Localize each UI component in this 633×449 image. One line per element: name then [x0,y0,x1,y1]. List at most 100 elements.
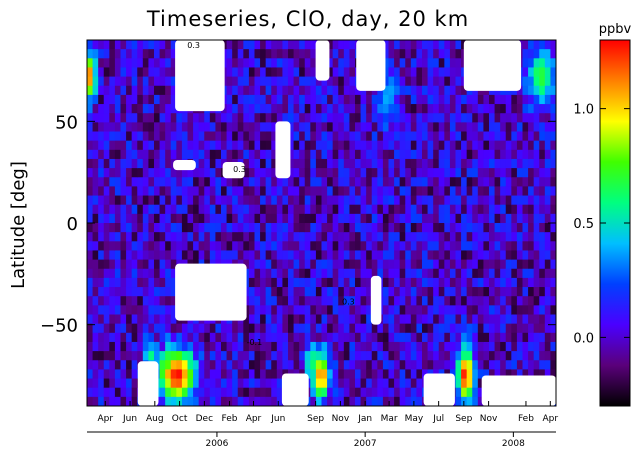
field-cell [187,113,194,123]
field-cell [260,131,267,142]
field-cell [209,351,217,361]
field-cell [544,204,552,215]
field-cell [265,241,272,252]
field-cell [103,49,110,59]
field-cell [349,213,356,224]
field-cell [215,113,222,123]
field-cell [483,213,490,224]
field-cell [304,195,311,206]
field-cell [120,204,127,215]
field-cell [449,76,457,87]
field-cell [332,58,339,69]
field-cell [483,94,490,105]
field-cell [271,341,278,352]
field-cell [544,369,552,380]
field-cell [98,314,105,325]
field-cell [327,223,334,233]
field-cell [260,250,267,261]
field-cell [505,268,512,279]
field-cell [131,204,138,215]
field-cell [327,259,334,270]
field-cell [187,122,194,133]
field-cell [159,213,166,224]
field-cell [416,104,423,114]
field-cell [248,223,256,233]
field-cell [271,149,278,160]
field-cell [271,186,278,197]
field-cell [126,122,133,133]
field-cell [321,195,328,206]
field-cell [410,158,418,169]
field-cell [315,351,323,361]
field-cell [433,332,440,343]
field-cell [455,259,462,270]
field-cell [410,140,418,151]
field-cell [271,268,278,279]
field-cell [410,104,418,114]
field-cell [427,351,434,361]
field-cell [516,168,524,178]
field-cell [449,305,457,316]
field-cell [494,305,501,316]
field-cell [477,232,485,242]
field-cell [416,223,423,233]
field-cell [215,122,222,133]
field-cell [321,259,328,270]
field-cell [265,122,272,133]
field-cell [170,268,177,279]
field-cell [539,149,546,160]
field-cell [338,94,345,105]
field-cell [165,149,172,160]
field-cell [299,140,306,151]
field-cell [327,49,334,59]
field-cell [461,296,468,306]
field-cell [327,177,334,187]
field-cell [254,296,261,306]
field-cell [176,213,183,224]
field-cell [544,287,552,297]
field-cell [87,341,94,352]
field-cell [399,277,406,288]
field-cell [282,287,289,297]
field-cell [159,204,166,215]
field-cell [131,122,138,133]
field-cell [321,277,328,288]
field-cell [232,58,239,69]
field-cell [114,158,122,169]
field-cell [98,195,105,206]
field-cell [260,387,267,398]
field-cell [109,332,116,343]
field-cell [449,296,457,306]
field-cell [103,241,110,252]
field-cell [310,287,317,297]
field-cell [355,241,362,252]
field-cell [209,223,217,233]
field-cell [355,140,362,151]
field-cell [343,387,351,398]
field-cell [109,323,116,334]
field-cell [265,140,272,151]
field-cell [332,213,339,224]
field-cell [360,341,367,352]
field-cell [120,259,127,270]
x-tick-label: Jun [122,414,137,424]
field-cell [377,378,384,389]
field-cell [165,314,172,325]
field-cell [422,287,429,297]
field-cell [120,158,127,169]
field-cell [466,323,473,334]
field-cell [232,387,239,398]
field-cell [422,232,429,242]
field-cell [539,351,546,361]
field-cell [170,113,177,123]
field-cell [550,195,556,206]
field-cell [449,277,457,288]
field-cell [516,241,524,252]
field-cell [427,241,434,252]
field-cell [399,387,406,398]
field-cell [120,149,127,160]
field-cell [338,296,345,306]
field-cell [399,195,406,206]
field-cell [293,49,300,59]
field-cell [198,323,205,334]
